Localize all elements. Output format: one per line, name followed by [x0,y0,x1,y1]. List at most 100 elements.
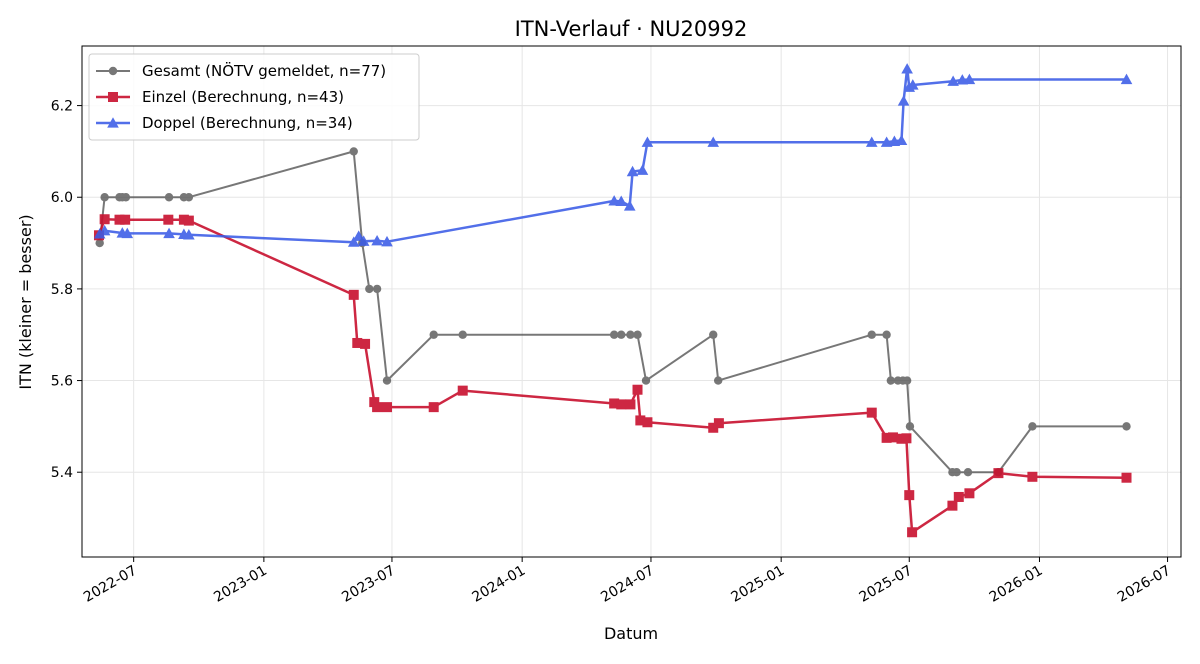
plot-frame [81,45,1182,558]
series-doppel [93,63,1133,247]
data-point-einzel [114,214,125,225]
data-point-einzel [1027,471,1038,482]
data-point-doppel [901,63,913,74]
data-point-gesamt [609,330,619,339]
data-point-gesamt [121,193,131,202]
series-einzel [93,214,1132,538]
data-point-gesamt [867,330,876,339]
data-point-gesamt [882,330,891,339]
x-axis-label: Datum [604,624,658,643]
data-point-einzel [907,527,918,538]
data-point-einzel [953,491,964,502]
y-axis-label: ITN (kleiner = besser) [16,214,35,389]
data-point-doppel [636,164,649,175]
data-point-gesamt [365,284,374,294]
data-point-gesamt [100,193,109,202]
data-point-gesamt [886,376,896,385]
data-point-doppel [895,134,908,146]
data-point-gesamt [1122,422,1131,431]
data-point-gesamt [905,422,915,431]
data-point-einzel [993,468,1004,479]
data-point-gesamt [184,193,194,202]
data-point-einzel [901,433,912,444]
legend-marker [108,66,118,76]
data-point-einzel [183,215,194,226]
data-point-gesamt [633,330,642,339]
data-point-einzel [713,418,724,429]
data-point-einzel [372,402,383,413]
y-tick-label: 5.8 [51,282,73,298]
data-point-doppel [381,235,393,247]
data-point-gesamt [349,147,358,156]
data-point-doppel [357,235,370,246]
data-point-einzel [120,214,131,225]
data-point-doppel [352,230,365,241]
legend-swatch-doppel [96,117,130,128]
data-point-einzel [428,402,439,413]
series-gesamt [95,147,1131,477]
data-point-einzel [163,214,174,225]
data-point-gesamt [952,468,961,477]
data-point-gesamt [963,468,973,477]
data-point-doppel [641,136,654,147]
data-point-gesamt [382,376,392,385]
data-point-doppel [865,136,878,147]
legend-label-einzel: Einzel (Berechnung, n=43) [142,88,344,106]
y-tick-label: 5.6 [51,374,73,390]
data-point-einzel [881,432,892,443]
data-point-gesamt [709,330,718,339]
data-point-einzel [887,432,898,443]
data-point-doppel [608,195,620,206]
data-point-gesamt [617,330,626,339]
data-point-einzel [904,490,915,501]
data-point-einzel [1121,472,1132,483]
data-point-einzel [625,399,636,410]
legend-label-doppel: Doppel (Berechnung, n=34) [142,114,353,132]
data-point-einzel [866,407,877,418]
legend: Gesamt (NÖTV gemeldet, n=77) Einzel (Bere… [88,53,420,141]
data-point-einzel [616,399,627,410]
data-point-doppel [626,165,639,177]
data-point-gesamt [641,376,651,385]
legend-swatch-gesamt [96,66,130,76]
data-point-doppel [121,227,134,239]
data-point-gesamt [429,330,438,339]
data-point-doppel [963,73,976,85]
legend-box [88,53,420,141]
data-point-einzel [99,214,110,225]
legend-swatch-einzel [96,92,130,102]
data-point-einzel [348,289,359,300]
data-point-einzel [947,500,958,511]
data-point-doppel [880,136,893,147]
data-point-gesamt [372,284,382,294]
data-point-einzel [382,402,393,413]
data-point-doppel [623,200,636,211]
data-point-gesamt [164,193,174,202]
data-point-gesamt [626,330,635,339]
data-point-doppel [947,75,959,86]
data-point-einzel [609,398,620,409]
legend-marker [107,117,119,128]
data-point-einzel [964,488,975,499]
data-point-gesamt [458,330,467,339]
data-point-doppel [347,236,360,247]
data-point-doppel [906,79,919,90]
data-point-einzel [360,338,371,349]
data-point-doppel [371,234,383,246]
y-tick-label: 5.4 [51,465,73,481]
data-point-einzel [457,385,468,396]
y-tick-label: 6.0 [51,190,73,206]
data-point-doppel [707,136,720,147]
data-point-einzel [369,397,380,408]
legend-items: Gesamt (NÖTV gemeldet, n=77) Einzel (Bere… [96,61,386,132]
data-point-einzel [632,384,643,395]
data-point-gesamt [713,376,723,385]
data-point-doppel [93,228,106,239]
data-point-doppel [183,229,195,240]
data-point-einzel [635,415,646,426]
data-point-einzel [708,422,719,433]
data-point-gesamt [95,238,104,248]
legend-marker [108,92,118,102]
